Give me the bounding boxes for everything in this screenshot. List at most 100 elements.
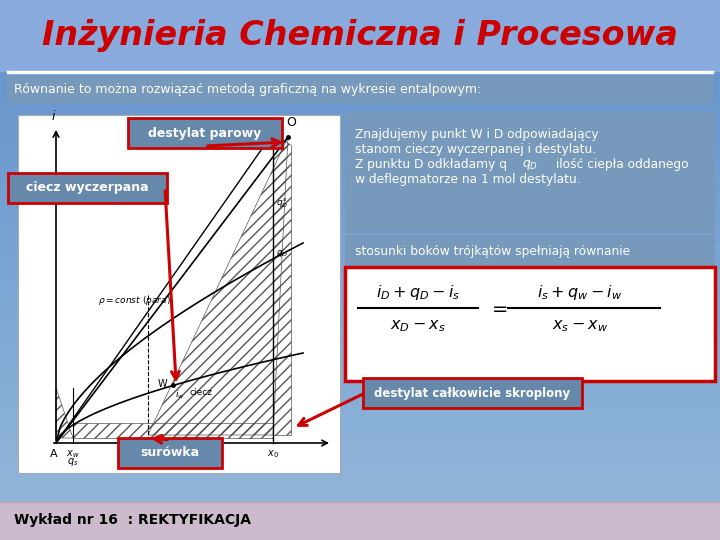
Text: stanom cieczy wyczerpanej i destylatu.: stanom cieczy wyczerpanej i destylatu. <box>355 143 596 156</box>
Bar <box>0 467 720 470</box>
Text: $x_w$: $x_w$ <box>66 448 80 460</box>
Bar <box>0 346 720 348</box>
Text: $x_0$: $x_0$ <box>267 448 279 460</box>
Bar <box>0 486 720 489</box>
Bar <box>0 138 720 140</box>
FancyBboxPatch shape <box>345 267 715 381</box>
Bar <box>0 162 720 165</box>
Bar <box>0 224 720 227</box>
Bar <box>0 354 720 356</box>
Bar <box>0 122 720 124</box>
Bar <box>0 267 720 270</box>
Bar <box>0 151 720 154</box>
Text: $q_D^s$: $q_D^s$ <box>276 196 288 210</box>
Bar <box>0 378 720 381</box>
Bar <box>0 270 720 273</box>
Bar <box>0 424 720 427</box>
Bar <box>0 508 720 510</box>
Bar <box>0 475 720 478</box>
Bar <box>0 297 720 300</box>
Bar <box>0 340 720 343</box>
Bar <box>0 238 720 240</box>
Bar <box>0 178 720 181</box>
Bar <box>0 14 720 16</box>
Bar <box>0 343 720 346</box>
Bar <box>0 186 720 189</box>
Bar <box>0 437 720 440</box>
Bar <box>0 232 720 235</box>
Bar <box>0 364 720 367</box>
Bar <box>0 308 720 310</box>
Bar <box>0 219 720 221</box>
Bar <box>0 500 720 502</box>
Bar <box>0 213 720 216</box>
Bar <box>0 235 720 238</box>
Bar <box>0 135 720 138</box>
Bar <box>0 370 720 373</box>
Bar <box>0 76 720 78</box>
Bar <box>0 5 720 8</box>
Bar <box>0 68 720 70</box>
Bar <box>0 189 720 192</box>
Bar <box>0 84 720 86</box>
Text: $q_D$: $q_D$ <box>276 248 288 259</box>
Bar <box>0 221 720 224</box>
Text: $q_D$: $q_D$ <box>522 158 538 172</box>
Bar <box>0 119 720 122</box>
Bar <box>0 489 720 491</box>
Bar <box>0 254 720 256</box>
FancyBboxPatch shape <box>345 235 715 267</box>
Text: Wykład nr 16  : REKTYFIKACJA: Wykład nr 16 : REKTYFIKACJA <box>14 513 251 527</box>
Bar <box>0 324 720 327</box>
Bar <box>0 59 720 62</box>
Bar <box>0 3 720 5</box>
Text: $i_D + q_D - i_s$: $i_D + q_D - i_s$ <box>376 282 460 301</box>
Bar <box>0 367 720 370</box>
Bar <box>0 57 720 59</box>
Bar <box>0 373 720 375</box>
Bar <box>0 165 720 167</box>
Bar <box>0 27 720 30</box>
Text: O: O <box>286 116 296 129</box>
Bar <box>0 148 720 151</box>
Bar <box>0 413 720 416</box>
Bar <box>0 73 720 76</box>
Bar <box>0 300 720 302</box>
Bar <box>0 154 720 157</box>
Bar <box>0 208 720 211</box>
FancyBboxPatch shape <box>345 112 715 233</box>
Bar <box>0 132 720 135</box>
Bar <box>0 30 720 32</box>
Bar <box>0 200 720 202</box>
Bar <box>0 327 720 329</box>
Bar <box>0 521 720 524</box>
Text: $x_s - x_w$: $x_s - x_w$ <box>552 318 608 334</box>
Bar <box>0 491 720 494</box>
Bar <box>0 38 720 40</box>
Bar <box>0 216 720 219</box>
Bar <box>0 32 720 35</box>
Text: $i_w$: $i_w$ <box>175 388 185 401</box>
Bar <box>0 24 720 27</box>
Bar <box>0 140 720 143</box>
Bar <box>0 265 720 267</box>
Bar <box>0 159 720 162</box>
Bar <box>0 194 720 197</box>
Bar <box>0 526 720 529</box>
Bar <box>0 100 720 103</box>
Bar <box>0 321 720 324</box>
Bar <box>0 446 720 448</box>
Bar <box>0 429 720 432</box>
Bar <box>0 246 720 248</box>
Bar <box>0 103 720 105</box>
Bar <box>0 532 720 535</box>
Bar <box>0 19 720 22</box>
Bar <box>0 22 720 24</box>
Bar <box>0 197 720 200</box>
FancyBboxPatch shape <box>18 115 340 473</box>
Bar <box>0 472 720 475</box>
Bar <box>0 89 720 92</box>
Text: surówka: surówka <box>140 447 199 460</box>
FancyBboxPatch shape <box>118 438 222 468</box>
Bar <box>0 464 720 467</box>
